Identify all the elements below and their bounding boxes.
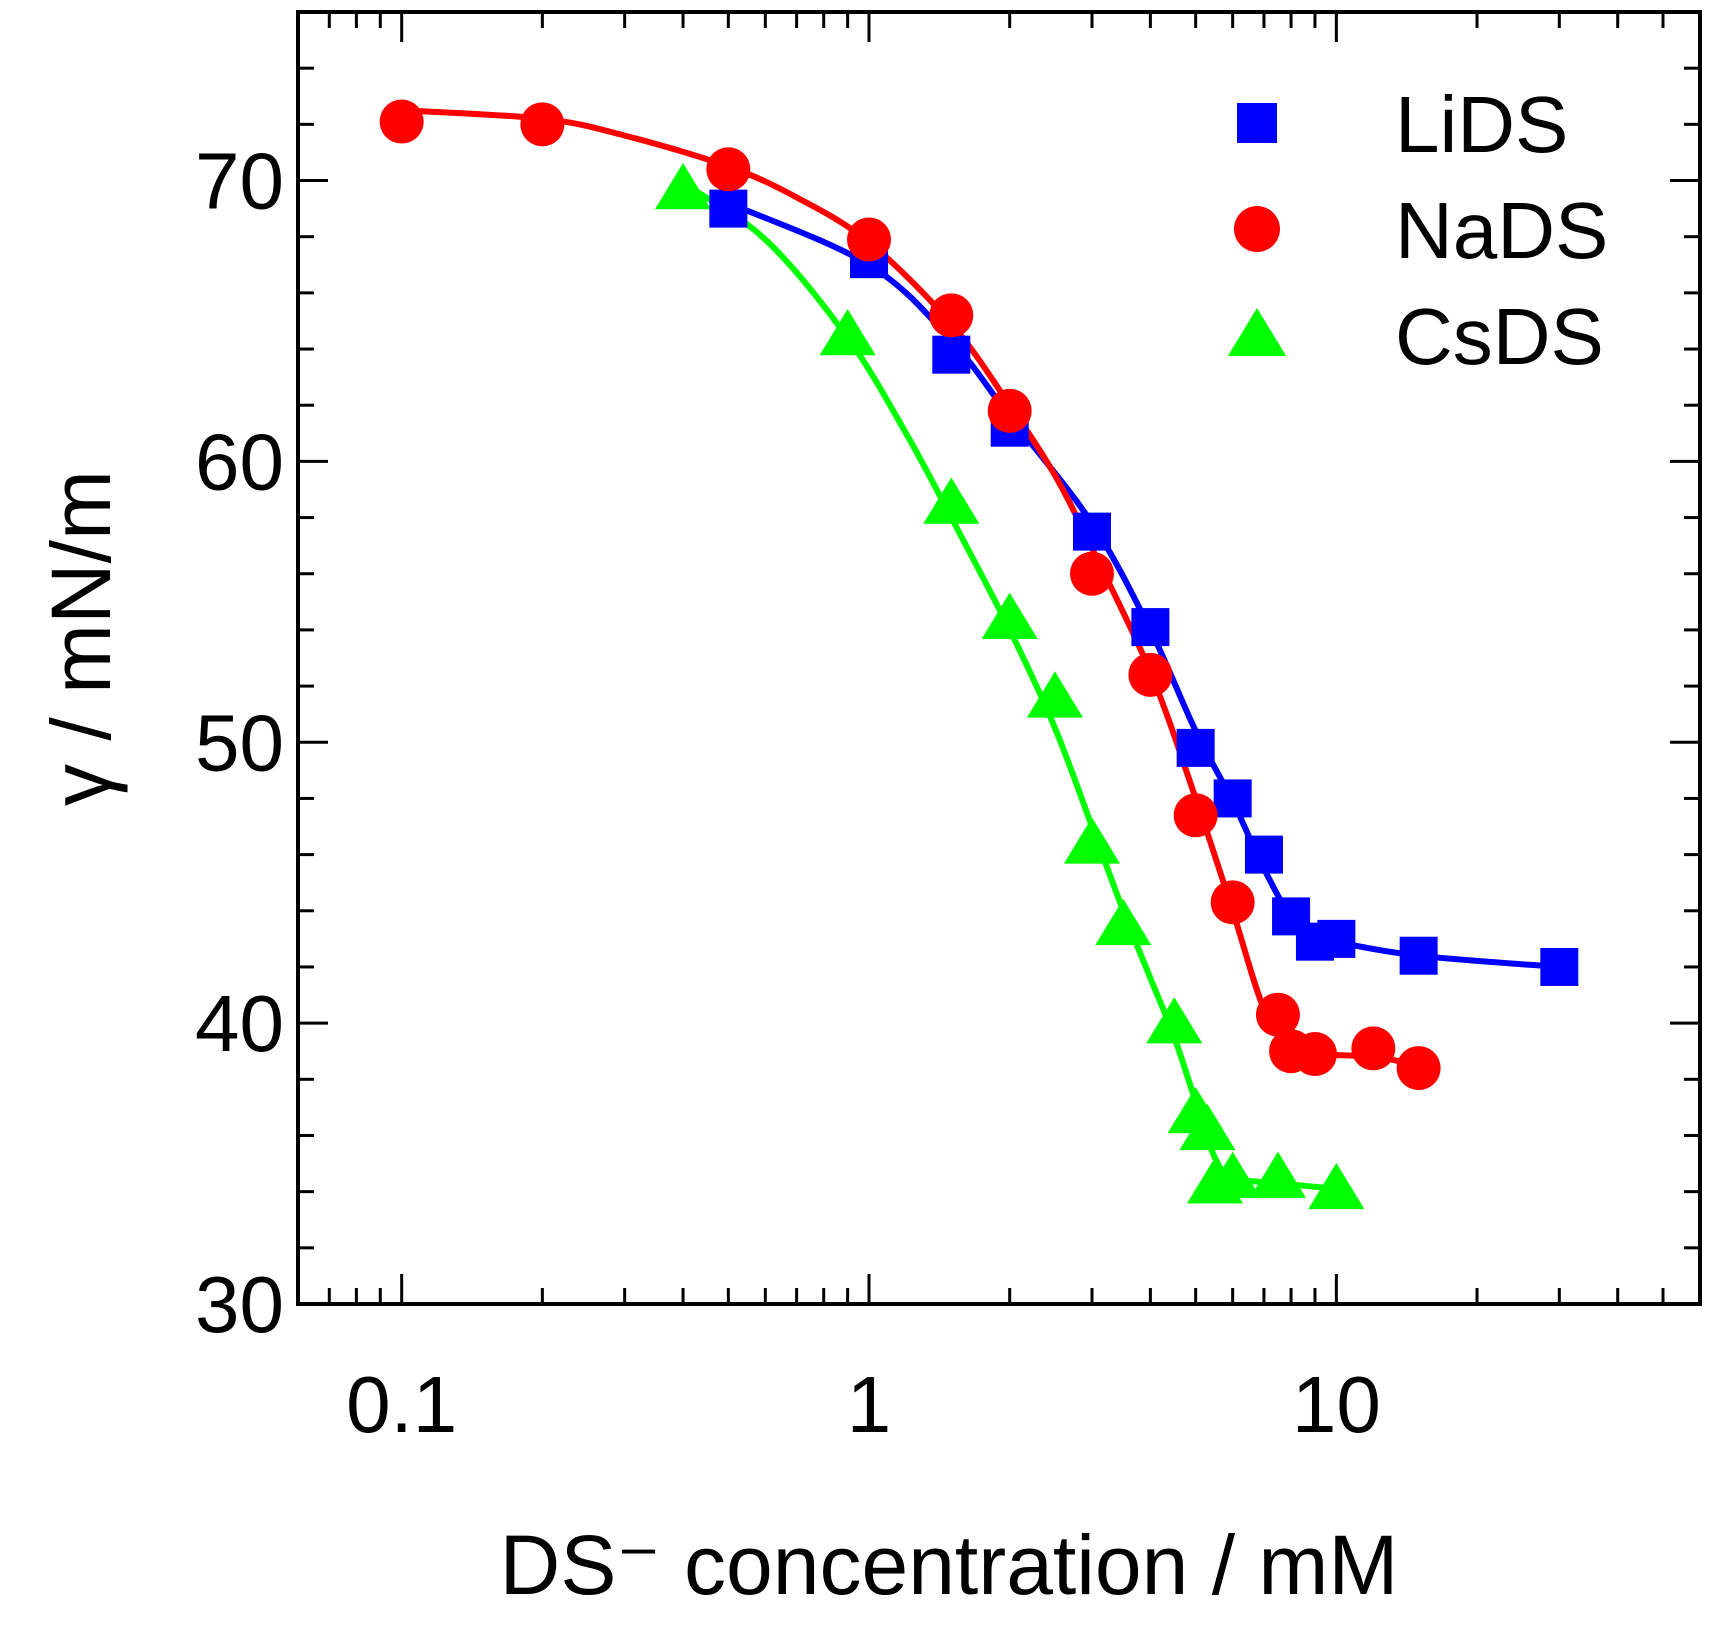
x-tick-label: 1 <box>847 1360 892 1449</box>
tick-labels: 0.1 1 10 30 40 50 60 70 <box>195 137 1381 1449</box>
x-axis-title: DS⁻ concentration / mM <box>500 1518 1399 1612</box>
lids-point <box>1317 919 1356 958</box>
nads-point <box>1255 992 1300 1037</box>
nads-point <box>520 102 565 147</box>
lids-point <box>1213 779 1252 818</box>
csds-fit-line <box>681 180 1337 1192</box>
csds-point <box>1204 1151 1261 1198</box>
nads-point <box>1210 880 1255 925</box>
csds-point <box>981 592 1038 639</box>
lids-point <box>1072 512 1111 551</box>
csds-point <box>1146 997 1203 1044</box>
y-tick-label: 70 <box>195 137 284 226</box>
legend-label-csds: CsDS <box>1395 292 1604 381</box>
y-tick-label: 40 <box>195 979 284 1068</box>
nads-point <box>1128 652 1173 697</box>
csds-point <box>1095 898 1152 946</box>
x-tick-label: 10 <box>1292 1360 1381 1449</box>
nads-point <box>1069 551 1114 596</box>
legend-marker-csds <box>1227 308 1287 357</box>
nads-point <box>1173 793 1218 838</box>
nads-point <box>1396 1046 1441 1091</box>
nads-point <box>1292 1032 1337 1077</box>
legend-marker-nads <box>1234 206 1280 252</box>
y-tick-label: 50 <box>195 698 284 787</box>
legend: LiDS NaDS CsDS <box>1227 80 1608 381</box>
y-axis-title: γ / mN/m <box>34 470 128 806</box>
nads-fit-line <box>401 107 1420 1069</box>
csds-point <box>819 309 876 356</box>
legend-marker-lids <box>1237 103 1277 143</box>
csds-point <box>923 477 980 524</box>
lids-point <box>1540 947 1579 986</box>
csds-point <box>654 162 712 210</box>
nads-point <box>706 147 751 192</box>
nads-point <box>987 388 1032 433</box>
x-tick-label: 0.1 <box>346 1360 457 1449</box>
legend-label-nads: NaDS <box>1395 186 1608 275</box>
lids-point <box>1176 728 1215 767</box>
nads-point <box>1351 1026 1396 1071</box>
nads-point <box>929 293 974 338</box>
csds-point <box>1308 1162 1365 1210</box>
csds-point <box>1249 1151 1307 1198</box>
y-tick-label: 60 <box>195 417 284 506</box>
y-tick-label: 30 <box>195 1260 284 1349</box>
lids-point <box>1399 936 1438 975</box>
csds-point <box>1026 671 1084 718</box>
fit-lines <box>401 107 1560 1192</box>
csds-point <box>1063 817 1121 864</box>
lids-point <box>1131 608 1170 647</box>
lids-point <box>1244 835 1283 874</box>
lids-point <box>709 189 748 228</box>
legend-label-lids: LiDS <box>1395 80 1568 169</box>
plot-frame <box>296 10 1702 1306</box>
lids-point <box>932 335 971 374</box>
csds-point <box>1179 1103 1236 1151</box>
data-markers <box>379 99 1579 1210</box>
nads-point <box>847 217 892 262</box>
nads-point <box>379 99 424 144</box>
